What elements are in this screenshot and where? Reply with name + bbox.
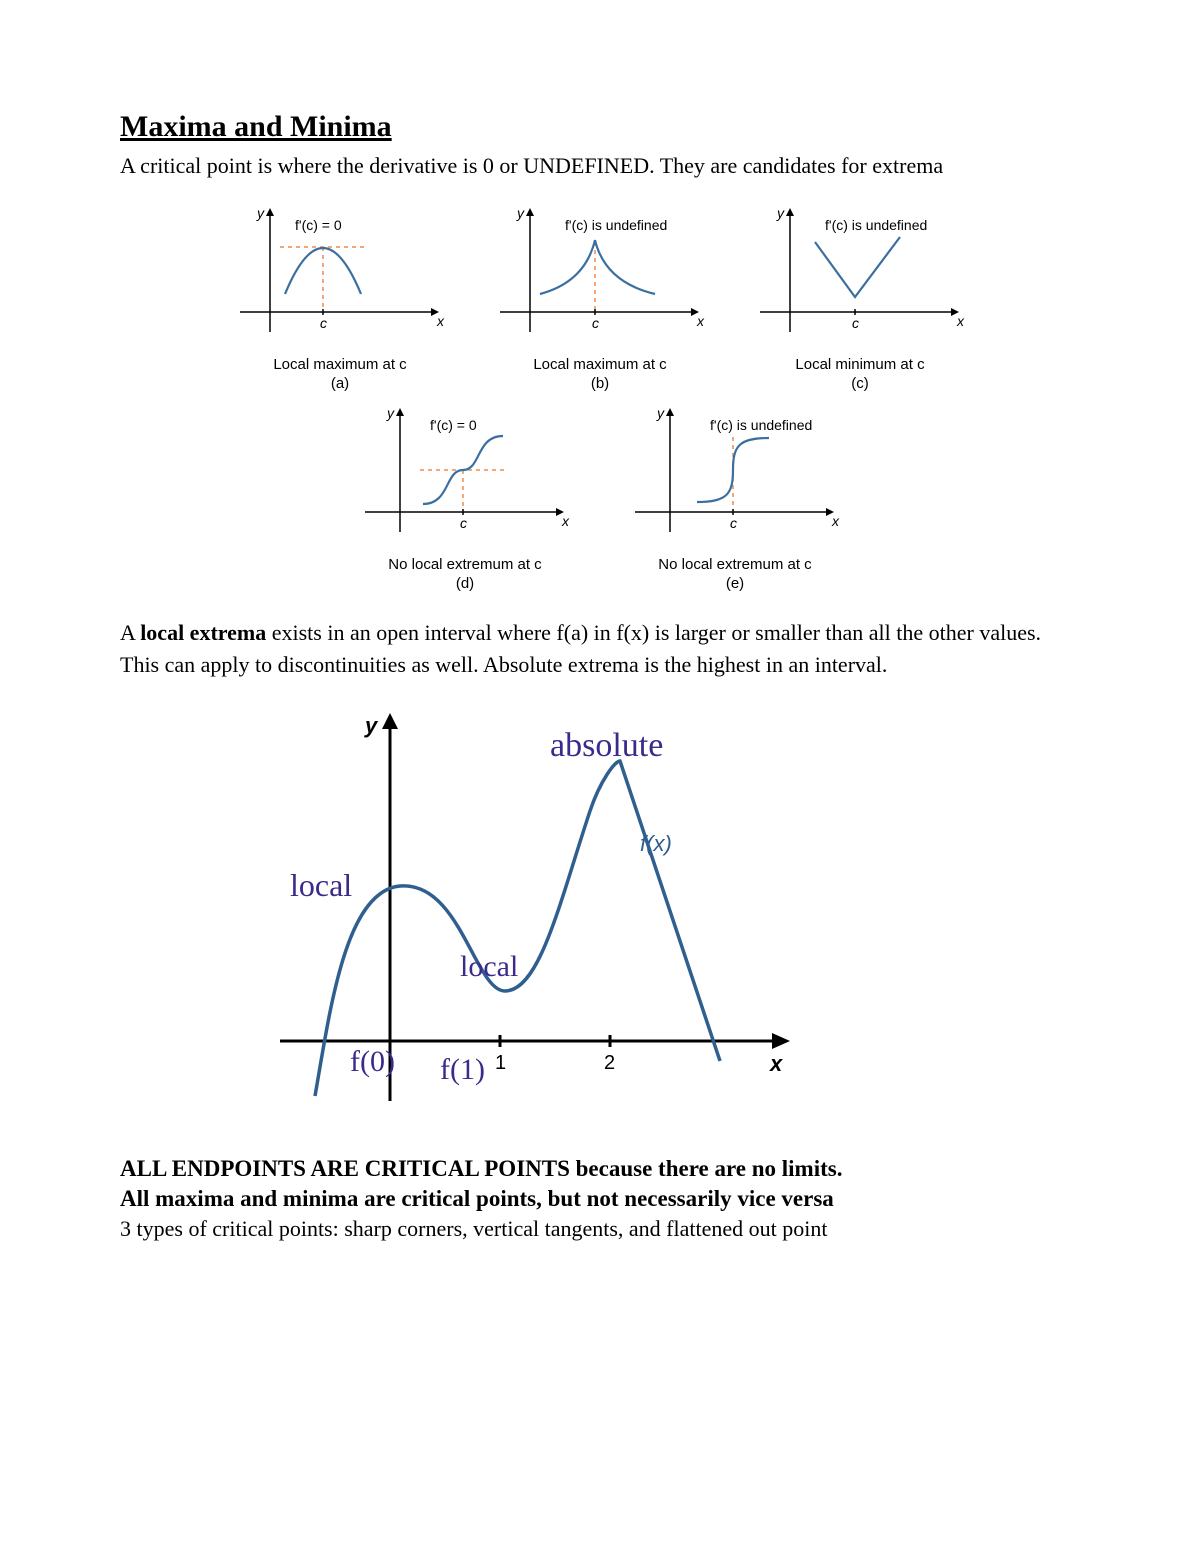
panel-b-caption: Local maximum at c [485,356,715,373]
x-label: x [436,313,445,329]
c-label: c [320,315,327,331]
panel-a-annotation: f'(c) = 0 [295,217,342,233]
panel-a: y x c f'(c) = 0 Local maximum at c (a) [225,202,455,392]
x-label: x [831,513,840,529]
panel-d-svg: y x c f'(c) = 0 [345,402,585,552]
panel-c-caption: Local minimum at c [745,356,975,373]
panel-a-caption: Local maximum at c [225,356,455,373]
hand-local-2: local [460,950,518,983]
c-label: c [592,315,599,331]
big-fx-label: f(x) [640,831,672,856]
y-label: y [386,405,395,421]
hand-absolute: absolute [550,727,663,764]
c-label: c [730,515,737,531]
y-label: y [656,405,665,421]
panel-d-caption: No local extremum at c [345,556,585,573]
panel-d-annotation: f'(c) = 0 [430,417,477,433]
c-label: c [852,315,859,331]
hand-f0: f(0) [350,1045,395,1078]
page-title: Maxima and Minima [120,110,1080,144]
panel-c-annotation: f'(c) is undefined [825,217,927,233]
panel-c: y x c f'(c) is undefined Local minimum a… [745,202,975,392]
panel-b-svg: y x c f'(c) is undefined [485,202,715,352]
page: Maxima and Minima A critical point is wh… [0,0,1200,1322]
panel-e-caption: No local extremum at c [615,556,855,573]
big-figure-svg: y x 2 f(x) absolute local local f(0) f(1… [260,701,820,1121]
big-two-label: 2 [604,1052,615,1074]
panel-a-svg: y x c f'(c) = 0 [225,202,455,352]
big-x-label: x [769,1051,783,1076]
panel-e: y x c f'(c) is undefined No local extrem… [615,402,855,592]
local-extrema-paragraph: A local extrema exists in an open interv… [120,617,1080,681]
panel-e-letter: (e) [615,575,855,592]
x-label: x [696,313,705,329]
c-label: c [460,515,467,531]
figure-row-1: y x c f'(c) = 0 Local maximum at c (a) [120,202,1080,392]
x-label: x [561,513,570,529]
panel-c-svg: y x c f'(c) is undefined [745,202,975,352]
para2-pre: A [120,620,140,645]
x-label: x [956,313,965,329]
panel-a-letter: (a) [225,375,455,392]
y-label: y [776,205,785,221]
y-label: y [516,205,525,221]
panel-d-letter: (d) [345,575,585,592]
panel-d: y x c f'(c) = 0 No local extremum at c (… [345,402,585,592]
big-figure: y x 2 f(x) absolute local local f(0) f(1… [260,701,1080,1126]
intro-paragraph: A critical point is where the derivative… [120,150,1080,182]
panel-b-letter: (b) [485,375,715,392]
panel-c-letter: (c) [745,375,975,392]
bold-line-2: All maxima and minima are critical point… [120,1186,1080,1212]
y-label: y [256,205,265,221]
big-y-label: y [364,713,379,738]
panel-b: y x c f'(c) is undefined Local maximum a… [485,202,715,392]
hand-f1: f(1) [440,1053,485,1086]
para2-bold: local extrema [140,620,266,645]
hand-local-1: local [290,867,352,903]
big-one-label: 1 [495,1052,506,1074]
types-line: 3 types of critical points: sharp corner… [120,1216,1080,1242]
panel-e-annotation: f'(c) is undefined [710,417,812,433]
figure-row-2: y x c f'(c) = 0 No local extremum at c (… [120,402,1080,592]
panel-b-annotation: f'(c) is undefined [565,217,667,233]
panel-e-svg: y x c f'(c) is undefined [615,402,855,552]
bold-line-1: ALL ENDPOINTS ARE CRITICAL POINTS becaus… [120,1156,1080,1182]
